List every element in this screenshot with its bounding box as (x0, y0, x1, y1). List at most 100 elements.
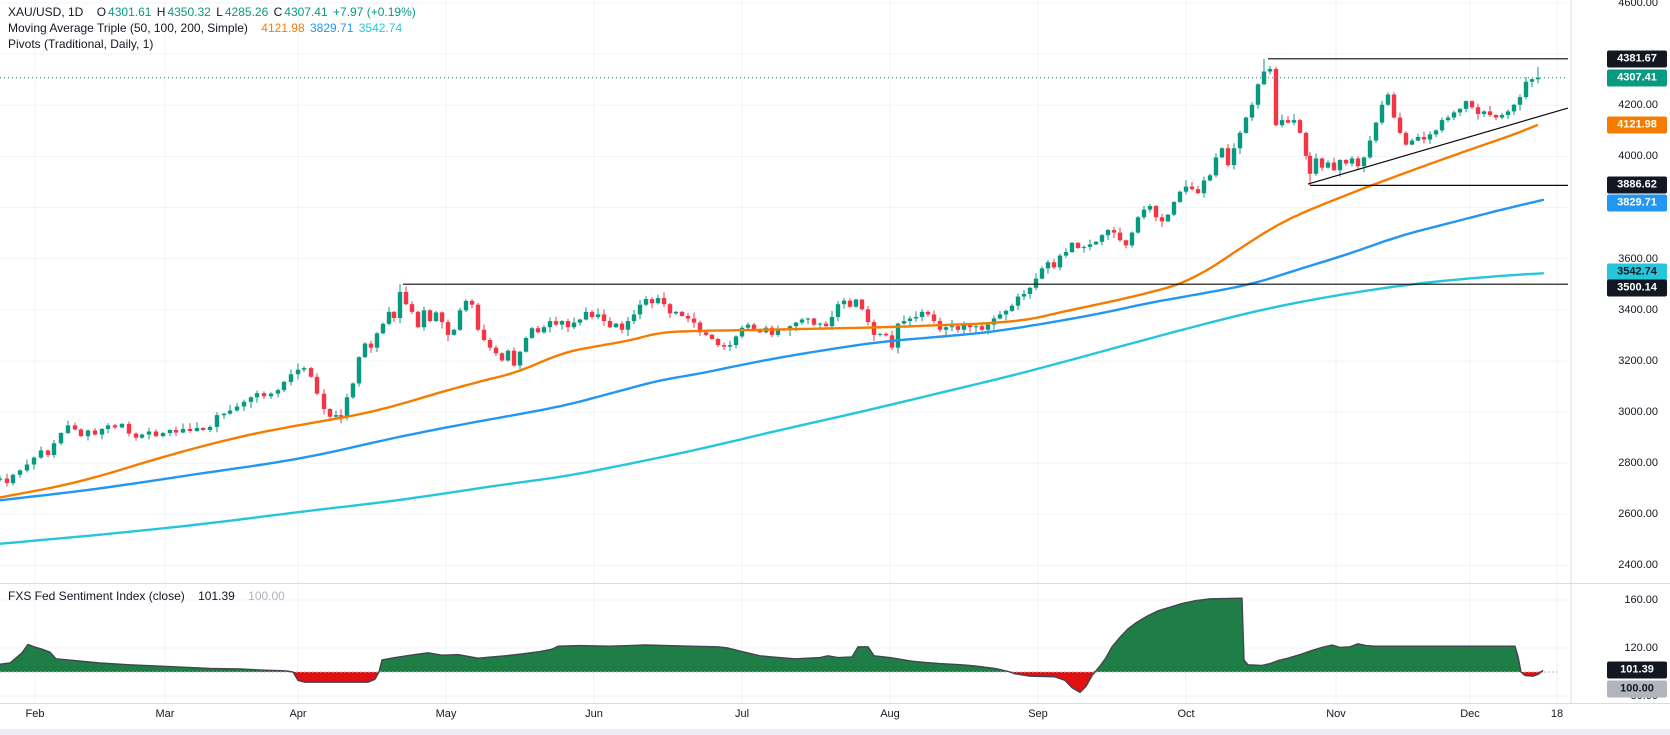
candle-body (601, 314, 607, 322)
moving-average-lines[interactable] (0, 123, 1545, 545)
candle-body (739, 327, 745, 337)
candle-down (1273, 66, 1279, 127)
candle-body (1303, 132, 1309, 156)
candle-body (1009, 305, 1015, 311)
candle-up (333, 410, 339, 418)
price-tick-label: 2400.00 (1618, 559, 1658, 572)
candle-body (727, 345, 733, 347)
candle-body (829, 316, 835, 327)
candle-body (997, 314, 1003, 319)
pivots-legend-row[interactable]: Pivots (Traditional, Daily, 1) (8, 36, 155, 52)
candlestick-series[interactable] (0, 58, 1541, 487)
symbol-legend-row[interactable]: XAU/USD, 1D O 4301.61 H 4350.32 L 4285.26 C… (8, 4, 418, 20)
candle-body (160, 433, 166, 437)
date-tick-label: Aug (880, 708, 900, 720)
pivot-level-lines[interactable] (0, 58, 1569, 285)
gridlines (0, 0, 1568, 704)
candle-up (268, 392, 274, 400)
candle-body (1415, 136, 1421, 141)
candle-body (1421, 136, 1427, 140)
candle-body (931, 314, 937, 322)
candle-up (58, 432, 64, 446)
candle-down (1159, 213, 1165, 227)
candle-body (973, 326, 979, 328)
price-label-badge: 3829.71 (1607, 194, 1667, 212)
candle-body (415, 311, 421, 328)
candle-up (625, 317, 631, 337)
date-tick-label: Nov (1326, 708, 1346, 720)
candle-down (1303, 131, 1309, 160)
date-tick-label: Dec (1460, 708, 1480, 720)
candle-up (1373, 121, 1379, 143)
candle-down (427, 309, 433, 323)
candle-body (1225, 148, 1231, 166)
candle-body (261, 393, 267, 397)
candle-up (99, 428, 105, 440)
candle-down (553, 316, 559, 327)
candle-body (505, 350, 511, 361)
candle-up (1385, 92, 1391, 106)
candle-up (288, 369, 294, 386)
candle-up (973, 324, 979, 333)
candle-body (457, 310, 463, 330)
candle-up (38, 446, 44, 459)
candle-up (559, 320, 565, 330)
candle-down (1307, 151, 1313, 186)
candle-up (877, 333, 883, 337)
candle-body (1243, 117, 1249, 133)
candle-up (787, 325, 793, 337)
candle-body (85, 430, 91, 437)
ma100-value: 3829.71 (310, 21, 354, 35)
candle-body (511, 350, 517, 366)
candle-up (180, 423, 186, 434)
window-bottom-strip (0, 729, 1670, 735)
candle-down (679, 311, 685, 317)
candle-down (45, 449, 51, 458)
candle-body (1337, 159, 1343, 171)
candle-body (1153, 206, 1159, 218)
candle-down (1475, 103, 1481, 120)
candle-body (553, 321, 559, 325)
ma-triple-legend-row[interactable]: Moving Average Triple (50, 100, 200, Sim… (8, 20, 404, 36)
candle-body (1087, 244, 1093, 247)
candle-up (221, 412, 227, 419)
sentiment-baseline-value: 100.00 (248, 589, 285, 603)
candle-down (1123, 239, 1129, 249)
price-label-badge: 100.00 (1607, 680, 1667, 698)
candle-down (1285, 116, 1291, 124)
candle-body (397, 291, 403, 318)
candle-body (1063, 252, 1069, 256)
candle-up (595, 308, 601, 320)
pivots-indicator-title[interactable]: Pivots (Traditional, Daily, 1) (8, 37, 154, 51)
candle-up (1457, 108, 1463, 117)
date-tick-label: Jul (734, 708, 750, 720)
candle-body (1517, 97, 1523, 105)
candle-body (1379, 104, 1385, 123)
candle-body (1231, 148, 1237, 166)
candle-up (1081, 245, 1087, 253)
candle-body (1273, 68, 1279, 126)
date-tick-label: Sep (1028, 708, 1048, 720)
candle-body (227, 410, 233, 414)
candle-body (655, 298, 661, 304)
candle-body (1117, 232, 1123, 241)
candle-body (433, 312, 439, 322)
candle-up (1069, 242, 1075, 253)
candle-up (1207, 173, 1213, 182)
sentiment-legend-row[interactable]: FXS Fed Sentiment Index (close) 101.39 1… (8, 588, 287, 604)
symbol-title[interactable]: XAU/USD, 1D (8, 5, 84, 19)
candle-down (661, 292, 667, 308)
price-tick-label: 2800.00 (1618, 457, 1658, 470)
candle-down (847, 298, 853, 308)
candle-body (577, 319, 583, 323)
candle-up (214, 412, 220, 433)
ma-indicator-title[interactable]: Moving Average Triple (50, 100, 200, Sim… (8, 21, 248, 35)
sentiment-indicator-series[interactable] (0, 597, 1557, 694)
candle-body (1081, 246, 1087, 248)
candle-down (445, 319, 451, 342)
candle-down (667, 302, 673, 319)
sentiment-indicator-title[interactable]: FXS Fed Sentiment Index (close) (8, 589, 185, 603)
candle-body (1297, 120, 1303, 133)
candle-up (1415, 133, 1421, 142)
